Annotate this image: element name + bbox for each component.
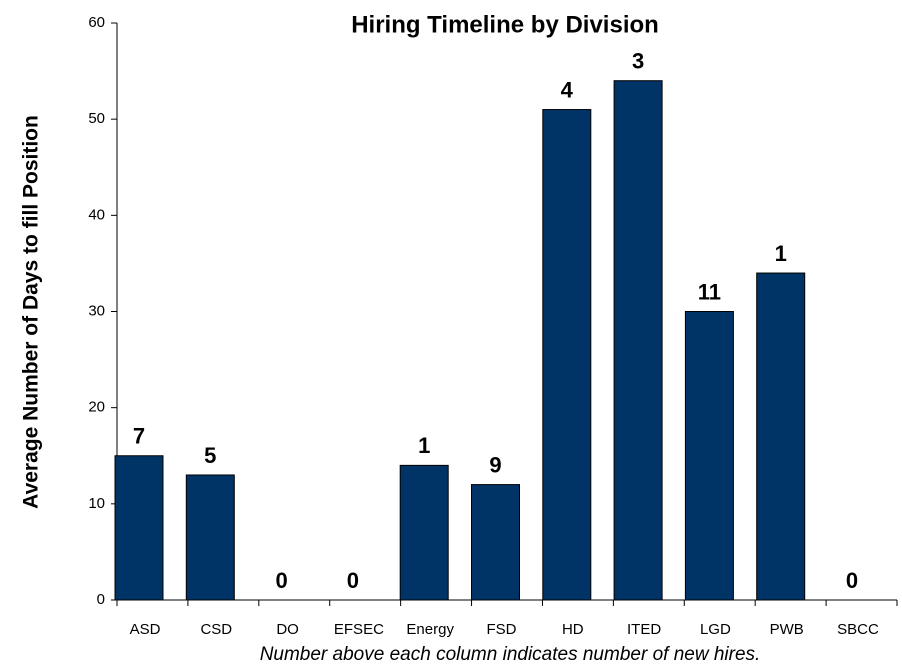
x-tick-label: FSD	[487, 621, 517, 638]
x-tick-label: CSD	[200, 621, 232, 638]
y-axis-label: Average Number of Days to fill Position	[20, 115, 43, 509]
y-tick-label: 50	[88, 110, 105, 127]
bar-label: 5	[204, 443, 216, 468]
bar-label: 0	[347, 568, 359, 593]
bar-label: 0	[846, 568, 858, 593]
bar	[684, 311, 734, 601]
x-tick-label: EFSEC	[334, 621, 384, 638]
x-tick-label: Energy	[406, 621, 454, 638]
bar	[613, 80, 663, 601]
x-tick-label: LGD	[700, 621, 731, 638]
bar-label: 4	[561, 77, 574, 102]
bar	[114, 455, 164, 601]
y-tick-label: 60	[88, 14, 105, 31]
bar	[471, 484, 520, 601]
x-tick-label: PWB	[770, 621, 804, 638]
bar	[756, 272, 806, 601]
x-tick-label: ASD	[130, 621, 161, 638]
bar	[399, 464, 449, 601]
x-tick-label: ITED	[627, 621, 661, 638]
bar-label: 7	[133, 424, 145, 449]
y-tick-label: 40	[88, 206, 105, 223]
bar-label: 11	[698, 279, 721, 304]
x-tick-label: HD	[562, 621, 584, 638]
y-tick-label: 0	[97, 591, 105, 608]
x-tick-label: DO	[276, 621, 299, 638]
y-tick-label: 10	[88, 495, 105, 512]
y-tick-label: 30	[88, 302, 105, 319]
footnote: Number above each column indicates numbe…	[260, 644, 761, 665]
bar-label: 0	[275, 568, 287, 593]
y-tick-label: 20	[88, 399, 105, 416]
bar-label: 3	[632, 49, 644, 74]
bar	[185, 474, 235, 601]
bar	[542, 109, 592, 601]
bar-label: 9	[489, 452, 501, 477]
bar-label: 1	[418, 433, 430, 458]
chart-title: Hiring Timeline by Division	[351, 11, 659, 38]
bar-label: 1	[775, 241, 787, 266]
x-tick-label: SBCC	[837, 621, 879, 638]
